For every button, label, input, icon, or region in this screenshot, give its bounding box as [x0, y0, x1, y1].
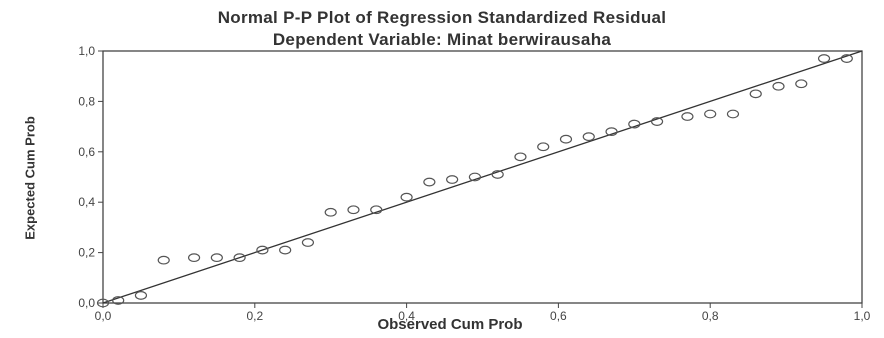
data-point: [233, 253, 246, 263]
data-point: [840, 54, 853, 63]
data-point: [301, 238, 315, 247]
data-point: [772, 81, 785, 91]
x-tick-label: 0,0: [95, 309, 112, 323]
data-point: [112, 296, 125, 305]
data-point: [491, 170, 504, 179]
data-point: [134, 291, 148, 300]
y-tick-label: 0,4: [78, 195, 95, 209]
plot-frame: [102, 50, 863, 304]
data-point: [279, 245, 292, 255]
data-point: [370, 205, 383, 215]
data-point: [749, 89, 762, 99]
y-axis-label: Expected Cum Prob: [22, 116, 38, 240]
x-tick-label: 0,6: [550, 309, 567, 323]
y-tick-label: 0,6: [78, 145, 95, 159]
data-point: [468, 172, 482, 182]
data-point: [681, 112, 694, 121]
x-tick-label: 0,4: [398, 309, 415, 323]
chart-subtitle: Dependent Variable: Minat berwirausaha: [272, 30, 612, 49]
data-point: [704, 109, 717, 119]
data-point: [605, 127, 618, 137]
data-point: [157, 255, 170, 265]
data-point: [650, 117, 664, 126]
data-point: [559, 134, 573, 144]
reference-line: [102, 50, 863, 304]
data-point: [537, 142, 550, 152]
y-tick-label: 0,2: [78, 246, 95, 260]
data-point: [726, 109, 740, 119]
data-point: [210, 253, 223, 263]
x-tick-label: 1,0: [854, 309, 871, 323]
data-point: [400, 192, 413, 202]
data-point: [514, 152, 527, 162]
data-point: [446, 175, 459, 184]
y-tick-label: 1,0: [78, 44, 95, 58]
data-point: [187, 253, 201, 263]
data-point: [96, 298, 110, 308]
data-point: [817, 54, 831, 63]
chart-title: Normal P-P Plot of Regression Standardiz…: [217, 8, 667, 27]
y-tick-label: 0,8: [78, 94, 95, 108]
y-tick-label: 0,0: [78, 296, 95, 310]
data-point: [582, 132, 595, 142]
data-point: [795, 79, 808, 89]
x-tick-label: 0,8: [702, 309, 719, 323]
x-axis-label: Observed Cum Prob: [377, 316, 523, 333]
data-point: [628, 119, 641, 129]
data-point: [423, 177, 436, 187]
data-point: [347, 205, 360, 215]
data-point: [256, 245, 269, 255]
x-tick-label: 0,2: [246, 309, 263, 323]
data-point: [324, 207, 337, 217]
